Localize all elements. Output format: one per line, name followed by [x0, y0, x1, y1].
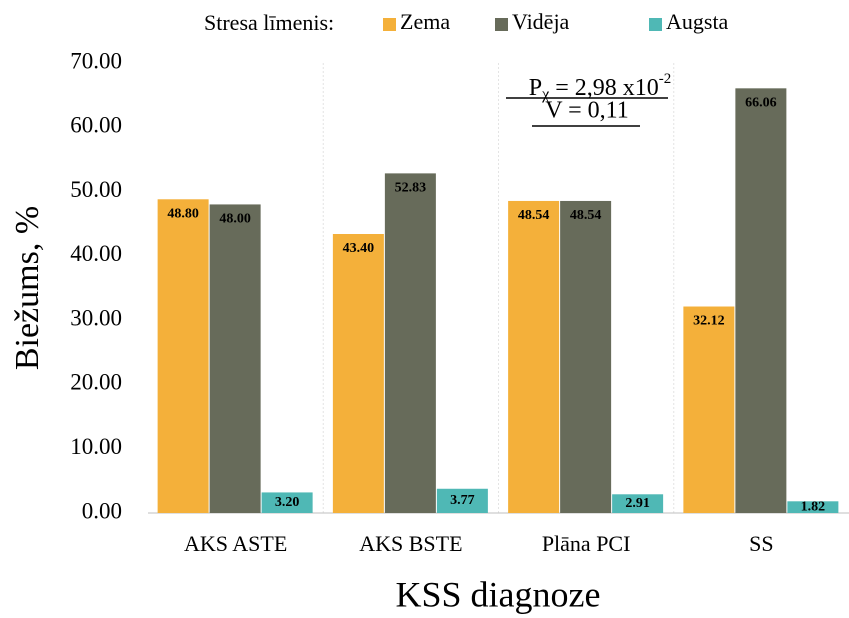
value-label: 3.20 — [275, 495, 300, 510]
legend-swatch — [383, 18, 396, 31]
x-tick-label: SS — [749, 531, 773, 556]
y-tick-label: 70.00 — [70, 48, 122, 73]
y-tick-label: 40.00 — [70, 241, 122, 266]
annotation-p: Pχ = 2,98 x10-2 — [529, 71, 672, 102]
value-label: 43.40 — [343, 241, 375, 256]
y-tick-label: 0.00 — [82, 498, 122, 523]
bar — [436, 488, 488, 513]
value-label: 32.12 — [693, 314, 725, 329]
bar — [560, 200, 612, 513]
y-tick-label: 50.00 — [70, 177, 122, 202]
bar — [332, 234, 384, 513]
annotation-p-sup: -2 — [659, 71, 672, 87]
legend-label: Augsta — [666, 9, 729, 34]
value-label: 2.91 — [625, 496, 650, 511]
legend-swatch — [649, 18, 662, 31]
legend-swatch — [495, 18, 508, 31]
annotation-p-main: P — [529, 75, 542, 101]
y-tick-label: 20.00 — [70, 370, 122, 395]
value-label: 48.00 — [219, 212, 251, 227]
y-tick-label: 10.00 — [70, 434, 122, 459]
bar — [261, 492, 313, 513]
bar — [209, 204, 261, 513]
y-tick-label: 60.00 — [70, 113, 122, 138]
legend-title: Stresa līmenis: — [204, 10, 334, 35]
value-label: 48.80 — [167, 207, 199, 222]
value-label: 3.77 — [450, 493, 475, 508]
bar — [787, 501, 839, 513]
bar — [157, 199, 209, 514]
y-axis-label: Biežums, % — [9, 206, 46, 370]
bar — [683, 306, 735, 513]
value-label: 66.06 — [745, 96, 777, 111]
annotation-v: V = 0,11 — [545, 98, 629, 124]
bar — [508, 200, 560, 513]
value-label: 1.82 — [801, 499, 826, 514]
x-tick-label: Plāna PCI — [542, 531, 631, 556]
legend-label: Vidēja — [512, 9, 570, 34]
bar — [384, 173, 436, 513]
bar — [612, 494, 664, 513]
value-label: 48.54 — [570, 208, 602, 223]
bar — [735, 88, 787, 513]
value-label: 52.83 — [395, 181, 427, 196]
y-tick-label: 30.00 — [70, 305, 122, 330]
annotation-p-sub: χ — [541, 86, 550, 103]
value-label: 48.54 — [518, 208, 550, 223]
x-tick-label: AKS BSTE — [359, 531, 462, 556]
annotation-p-text: = 2,98 x10 — [549, 75, 659, 101]
legend-label: Zema — [400, 9, 450, 34]
x-tick-label: AKS ASTE — [184, 531, 287, 556]
x-axis-label: KSS diagnoze — [396, 574, 601, 614]
